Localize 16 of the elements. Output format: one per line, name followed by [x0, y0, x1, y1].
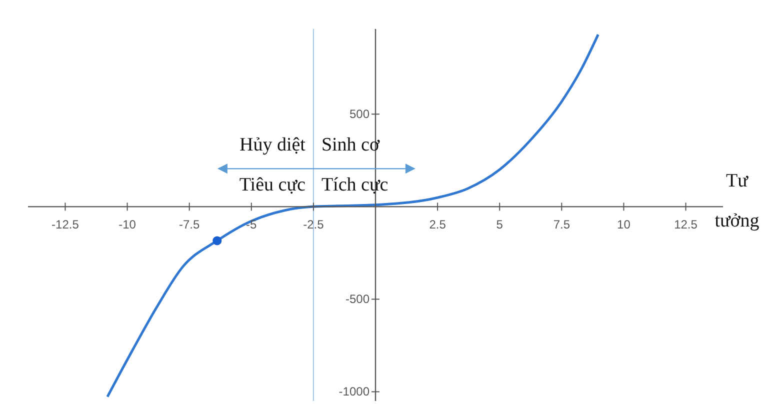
x-tick-label: -5	[246, 218, 258, 232]
x-tick-label: 12.5	[674, 218, 698, 232]
x-axis-title: Tư tưởng	[714, 170, 760, 232]
x-tick-label: -7.5	[178, 218, 200, 232]
x-tick-label: -10	[118, 218, 136, 232]
y-tick-label: -1000	[338, 384, 370, 399]
line-series	[106, 33, 600, 398]
y-tick-label: 500	[349, 107, 370, 122]
annotation: Tiêu cực	[239, 174, 306, 196]
annotation: Hủy diệt	[239, 134, 306, 156]
x-tick-label: 7.5	[553, 218, 570, 232]
x-tick-label: 10	[617, 218, 631, 232]
x-tick-label: -12.5	[52, 218, 80, 232]
x-tick-label: 2.5	[429, 218, 446, 232]
y-tick-label: -500	[345, 292, 370, 306]
x-tick-label: 5	[496, 218, 504, 232]
